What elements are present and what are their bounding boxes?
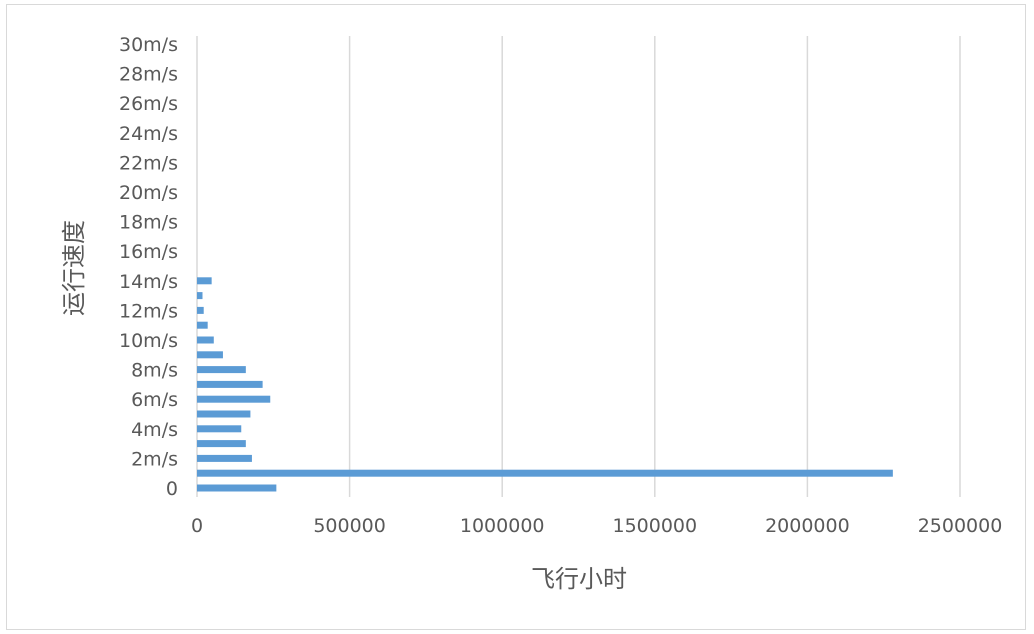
chart-frame (6, 4, 1026, 630)
bar (197, 410, 251, 418)
y-tick-label: 10m/s (119, 330, 178, 352)
y-tick-label: 18m/s (119, 212, 178, 234)
bar (197, 306, 204, 314)
y-tick-label: 12m/s (119, 300, 178, 322)
y-tick-label: 24m/s (119, 123, 178, 145)
bar (197, 395, 271, 403)
x-axis-title: 飞行小时 (531, 565, 627, 593)
bar (197, 484, 277, 492)
bar (197, 292, 203, 300)
y-tick-label: 8m/s (131, 360, 178, 382)
x-tick-label: 500000 (313, 515, 386, 537)
y-tick-label: 20m/s (119, 182, 178, 204)
y-axis-title: 运行速度 (60, 220, 88, 316)
y-tick-label: 14m/s (119, 271, 178, 293)
bar (197, 469, 893, 477)
bar (197, 321, 208, 329)
bar-series (197, 277, 893, 492)
x-tick-label: 1000000 (460, 515, 545, 537)
x-axis-ticks: 0 500000 1000000 1500000 2000000 2500000 (191, 515, 1002, 537)
y-tick-label: 30m/s (119, 34, 178, 56)
bar (197, 454, 252, 462)
y-tick-label: 2m/s (131, 448, 178, 470)
bar (197, 351, 223, 359)
bar (197, 277, 212, 285)
y-axis-ticks: 0 2m/s 4m/s 6m/s 8m/s 10m/s 12m/s 14m/s 16m/s 18m… (119, 34, 178, 500)
x-tick-label: 0 (191, 515, 203, 537)
grid-lines (196, 36, 961, 497)
y-tick-label: 4m/s (131, 419, 178, 441)
y-tick-label: 26m/s (119, 93, 178, 115)
y-tick-label: 6m/s (131, 389, 178, 411)
bar (197, 336, 214, 344)
bar (197, 440, 246, 448)
x-tick-label: 2000000 (765, 515, 850, 537)
bar (197, 366, 246, 374)
y-tick-label: 16m/s (119, 241, 178, 263)
bar (197, 425, 242, 433)
y-tick-label: 22m/s (119, 152, 178, 174)
y-tick-label: 0 (166, 478, 178, 500)
y-tick-label: 28m/s (119, 64, 178, 86)
bar (197, 380, 263, 388)
x-tick-label: 2500000 (918, 515, 1003, 537)
x-tick-label: 1500000 (612, 515, 697, 537)
